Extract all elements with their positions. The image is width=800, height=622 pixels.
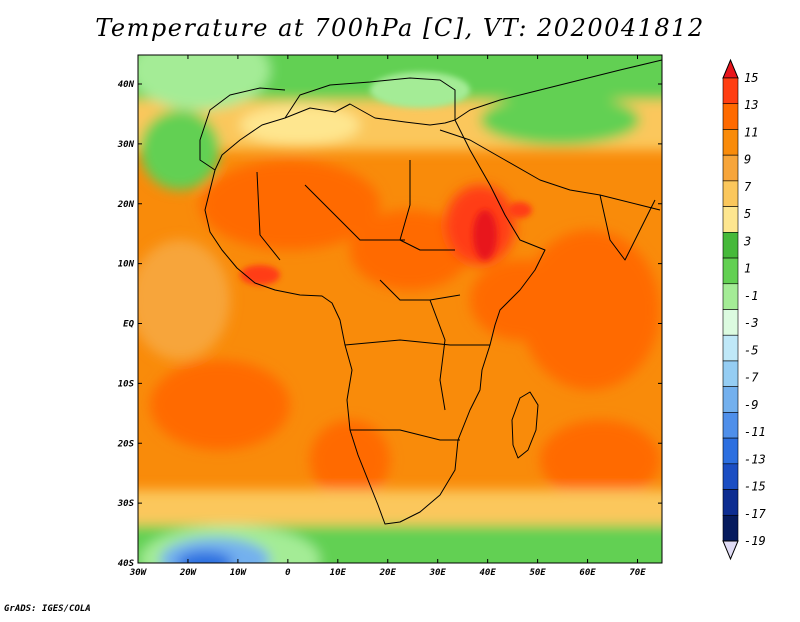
colorbar-top-arrow [722, 58, 739, 79]
colorbar-label: -11 [744, 425, 766, 439]
lon-label: 20E [379, 568, 397, 578]
colorbar-segment [722, 514, 739, 542]
latitude-labels: 40N 30N 20N 10N EQ 10S 20S 30S 40S [117, 80, 135, 569]
colorbar-segment [722, 334, 739, 362]
colorbar-segment [722, 103, 739, 130]
credit-label: GrADS: IGES/COLA [4, 604, 91, 614]
colorbar-bottom-arrow [722, 540, 739, 561]
colorbar-label: -17 [744, 507, 766, 521]
colorbar-label: -15 [744, 480, 766, 494]
colorbar-segment [722, 463, 739, 490]
colorbar-segment [722, 386, 739, 413]
colorbar-segment [722, 309, 739, 336]
map-title: Temperature at 700hPa [C], VT: 202004181… [95, 14, 705, 42]
colorbar-segment [722, 412, 739, 439]
colorbar-label: -1 [744, 289, 758, 303]
colorbar-label: 3 [743, 234, 751, 248]
lon-label: 10E [330, 568, 347, 578]
lon-label: 30W [129, 568, 148, 578]
colorbar-label: -5 [744, 343, 758, 357]
lon-label: 30E [429, 568, 447, 578]
longitude-labels: 30W 20W 10W 0 10E 20E 30E 40E 50E 60E 70E [129, 568, 646, 578]
lat-label: 30S [117, 499, 135, 509]
colorbar-label: -3 [744, 316, 758, 330]
lat-label: 30N [117, 140, 135, 150]
colorbar: 15 13 11 9 7 5 3 1 -1 -3 -5 -7 -9 -11 -13 -15 -17 -19 [722, 58, 766, 561]
colorbar-label: 11 [744, 125, 758, 139]
axis-ticks [137, 55, 662, 564]
lon-label: 10W [230, 568, 248, 578]
colorbar-label: 15 [744, 71, 758, 85]
colorbar-label: 5 [744, 207, 751, 221]
lat-label: 40S [118, 559, 135, 569]
colorbar-segment [722, 437, 739, 465]
colorbar-segment [722, 154, 739, 182]
colorbar-label: 1 [744, 262, 751, 276]
temperature-field [138, 55, 662, 563]
lat-label: 20S [117, 439, 135, 449]
lon-label: 20W [179, 568, 198, 578]
lon-label: 70E [629, 568, 646, 578]
colorbar-segment [722, 206, 739, 233]
colorbar-label: -19 [744, 534, 766, 548]
lat-label: 20N [117, 200, 135, 210]
colorbar-label: -9 [744, 398, 758, 412]
colorbar-label: -13 [744, 452, 766, 466]
colorbar-segment [722, 77, 739, 105]
colorbar-label: -7 [744, 371, 759, 385]
colorbar-segment [722, 257, 739, 285]
lon-label: 40E [480, 568, 497, 578]
colorbar-segment [722, 232, 739, 259]
lat-label: 10S [118, 379, 135, 389]
colorbar-segment [722, 283, 739, 310]
colorbar-label: 13 [744, 98, 758, 112]
colorbar-label: 7 [744, 180, 752, 194]
lon-label: 60E [579, 568, 596, 578]
lat-label: 40N [118, 80, 135, 90]
map-frame [137, 54, 663, 564]
colorbar-segment [722, 180, 739, 207]
colorbar-segment [722, 360, 739, 387]
colorbar-segment [722, 129, 739, 156]
colorbar-segment [722, 489, 739, 516]
lon-label: 50E [529, 568, 546, 578]
lat-label: EQ [123, 320, 134, 330]
lat-label: 10N [118, 260, 135, 270]
lon-label: 0 [285, 568, 291, 578]
colorbar-label: 9 [744, 153, 751, 167]
